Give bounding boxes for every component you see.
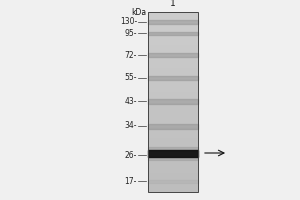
Bar (148, 146, 198, 160)
Bar (148, 98, 198, 104)
Bar (148, 180, 198, 182)
Text: 34-: 34- (124, 121, 137, 130)
Bar (148, 20, 198, 24)
Text: 72-: 72- (124, 50, 137, 60)
Bar (148, 123, 198, 129)
Bar (148, 150, 198, 156)
Bar (148, 154, 198, 156)
Bar (148, 53, 198, 57)
Text: 1: 1 (170, 0, 176, 8)
Bar (148, 76, 198, 80)
Bar (148, 31, 198, 34)
Text: 26-: 26- (124, 150, 137, 160)
Text: 95-: 95- (124, 28, 137, 38)
Text: kDa: kDa (131, 8, 146, 17)
Text: 55-: 55- (124, 73, 137, 82)
Text: 130-: 130- (120, 18, 137, 26)
Bar (148, 12, 198, 192)
Text: 17-: 17- (124, 176, 137, 186)
Text: 43-: 43- (124, 97, 137, 106)
